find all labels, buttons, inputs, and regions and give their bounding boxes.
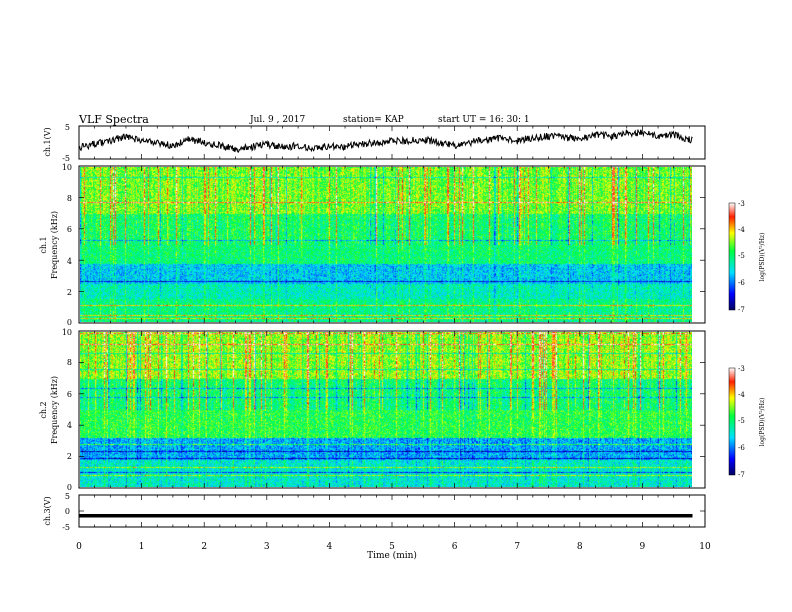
ch1-colorbar-tick-m6: -6 (738, 279, 745, 287)
ch1-colorbar-tick-m3: -3 (738, 200, 745, 208)
chart-title: VLF Spectra (79, 113, 149, 126)
ch3-voltage-ylabel: ch.3(V) (43, 496, 52, 525)
ch2-frequency-label: Frequency (kHz) (50, 376, 59, 444)
ch2-freq-tick-8: 8 (67, 358, 72, 367)
ch1-channel-label: ch.1 (39, 236, 48, 253)
ch1-colorbar-tick-m7: -7 (738, 306, 745, 314)
ch2-freq-tick-2: 2 (67, 452, 72, 461)
start-time-label: start UT = 16: 30: 1 (438, 115, 530, 125)
ch1-colorbar-tick-m4: -4 (738, 226, 745, 234)
ch3-ytick-mid: 0 (65, 507, 70, 516)
ch1-ytick-bottom: -5 (62, 154, 70, 163)
ch1-frequency-label: Frequency (kHz) (50, 211, 59, 279)
ch1-spectrogram-image (80, 167, 692, 322)
ch1-colorbar-gradient (728, 202, 736, 311)
xtick-8: 8 (577, 542, 583, 552)
ch2-colorbar: -3 -4 -5 -6 -7 log(PSD)(V²/Hz) (728, 365, 766, 479)
ch1-voltage-panel: 5 -5 ch.1(V) (43, 123, 706, 163)
ch2-freq-tick-10: 10 (62, 328, 72, 337)
ch1-freq-tick-0: 0 (67, 318, 72, 327)
ch1-freq-tick-6: 6 (67, 225, 72, 234)
xtick-1: 1 (139, 542, 145, 552)
ch1-freq-tick-10: 10 (62, 163, 72, 172)
ch2-channel-label: ch.2 (39, 401, 48, 418)
ch2-freq-tick-4: 4 (67, 421, 72, 430)
xtick-4: 4 (327, 542, 333, 552)
ch2-colorbar-gradient (728, 367, 736, 476)
ch3-ytick-bottom: -5 (62, 523, 70, 532)
xtick-7: 7 (514, 542, 520, 552)
ch2-freq-tick-6: 6 (67, 390, 72, 399)
station-label: station= KAP (343, 115, 404, 125)
ch1-freq-tick-4: 4 (67, 257, 72, 266)
ch3-voltage-panel: 5 0 -5 ch.3(V) (43, 492, 706, 532)
ch2-colorbar-tick-m5: -5 (738, 417, 745, 425)
ch1-freq-tick-2: 2 (67, 288, 72, 297)
ch2-freq-tick-0: 0 (67, 483, 72, 492)
ch1-freq-tick-8: 8 (67, 194, 72, 203)
ch2-colorbar-tick-m6: -6 (738, 444, 745, 452)
ch2-spectrogram-image (80, 332, 692, 487)
ch1-voltage-line (78, 129, 693, 153)
ch3-ytick-top: 5 (65, 492, 70, 501)
ch2-colorbar-tick-m3: -3 (738, 365, 745, 373)
xtick-10: 10 (699, 542, 711, 552)
time-axis: 0 1 2 3 4 5 6 7 8 9 10 Time (min) (76, 542, 711, 561)
ch2-colorbar-label: log(PSD)(V²/Hz) (759, 398, 766, 447)
xtick-6: 6 (452, 542, 458, 552)
xtick-5: 5 (389, 542, 395, 552)
xtick-2: 2 (201, 542, 207, 552)
xtick-9: 9 (640, 542, 646, 552)
xtick-0: 0 (76, 542, 82, 552)
ch2-spectrogram-panel: 0 2 4 6 8 10 ch.2 Frequency (kHz) (39, 328, 706, 492)
ch2-colorbar-tick-m4: -4 (738, 391, 745, 399)
ch1-ytick-top: 5 (65, 123, 70, 132)
date-label: Jul. 9 , 2017 (250, 115, 306, 125)
ch1-voltage-ylabel: ch.1(V) (43, 127, 52, 156)
ch1-colorbar-label: log(PSD)(V²/Hz) (759, 233, 766, 282)
xtick-3: 3 (264, 542, 270, 552)
ch1-colorbar-tick-m5: -5 (738, 252, 745, 260)
ch2-colorbar-tick-m7: -7 (738, 471, 745, 479)
ch1-spectrogram-panel: 0 2 4 6 8 10 ch.1 Frequency (kHz) (39, 163, 706, 327)
time-axis-label: Time (min) (367, 550, 417, 561)
ch1-colorbar: -3 -4 -5 -6 -7 log(PSD)(V²/Hz) (728, 200, 766, 314)
